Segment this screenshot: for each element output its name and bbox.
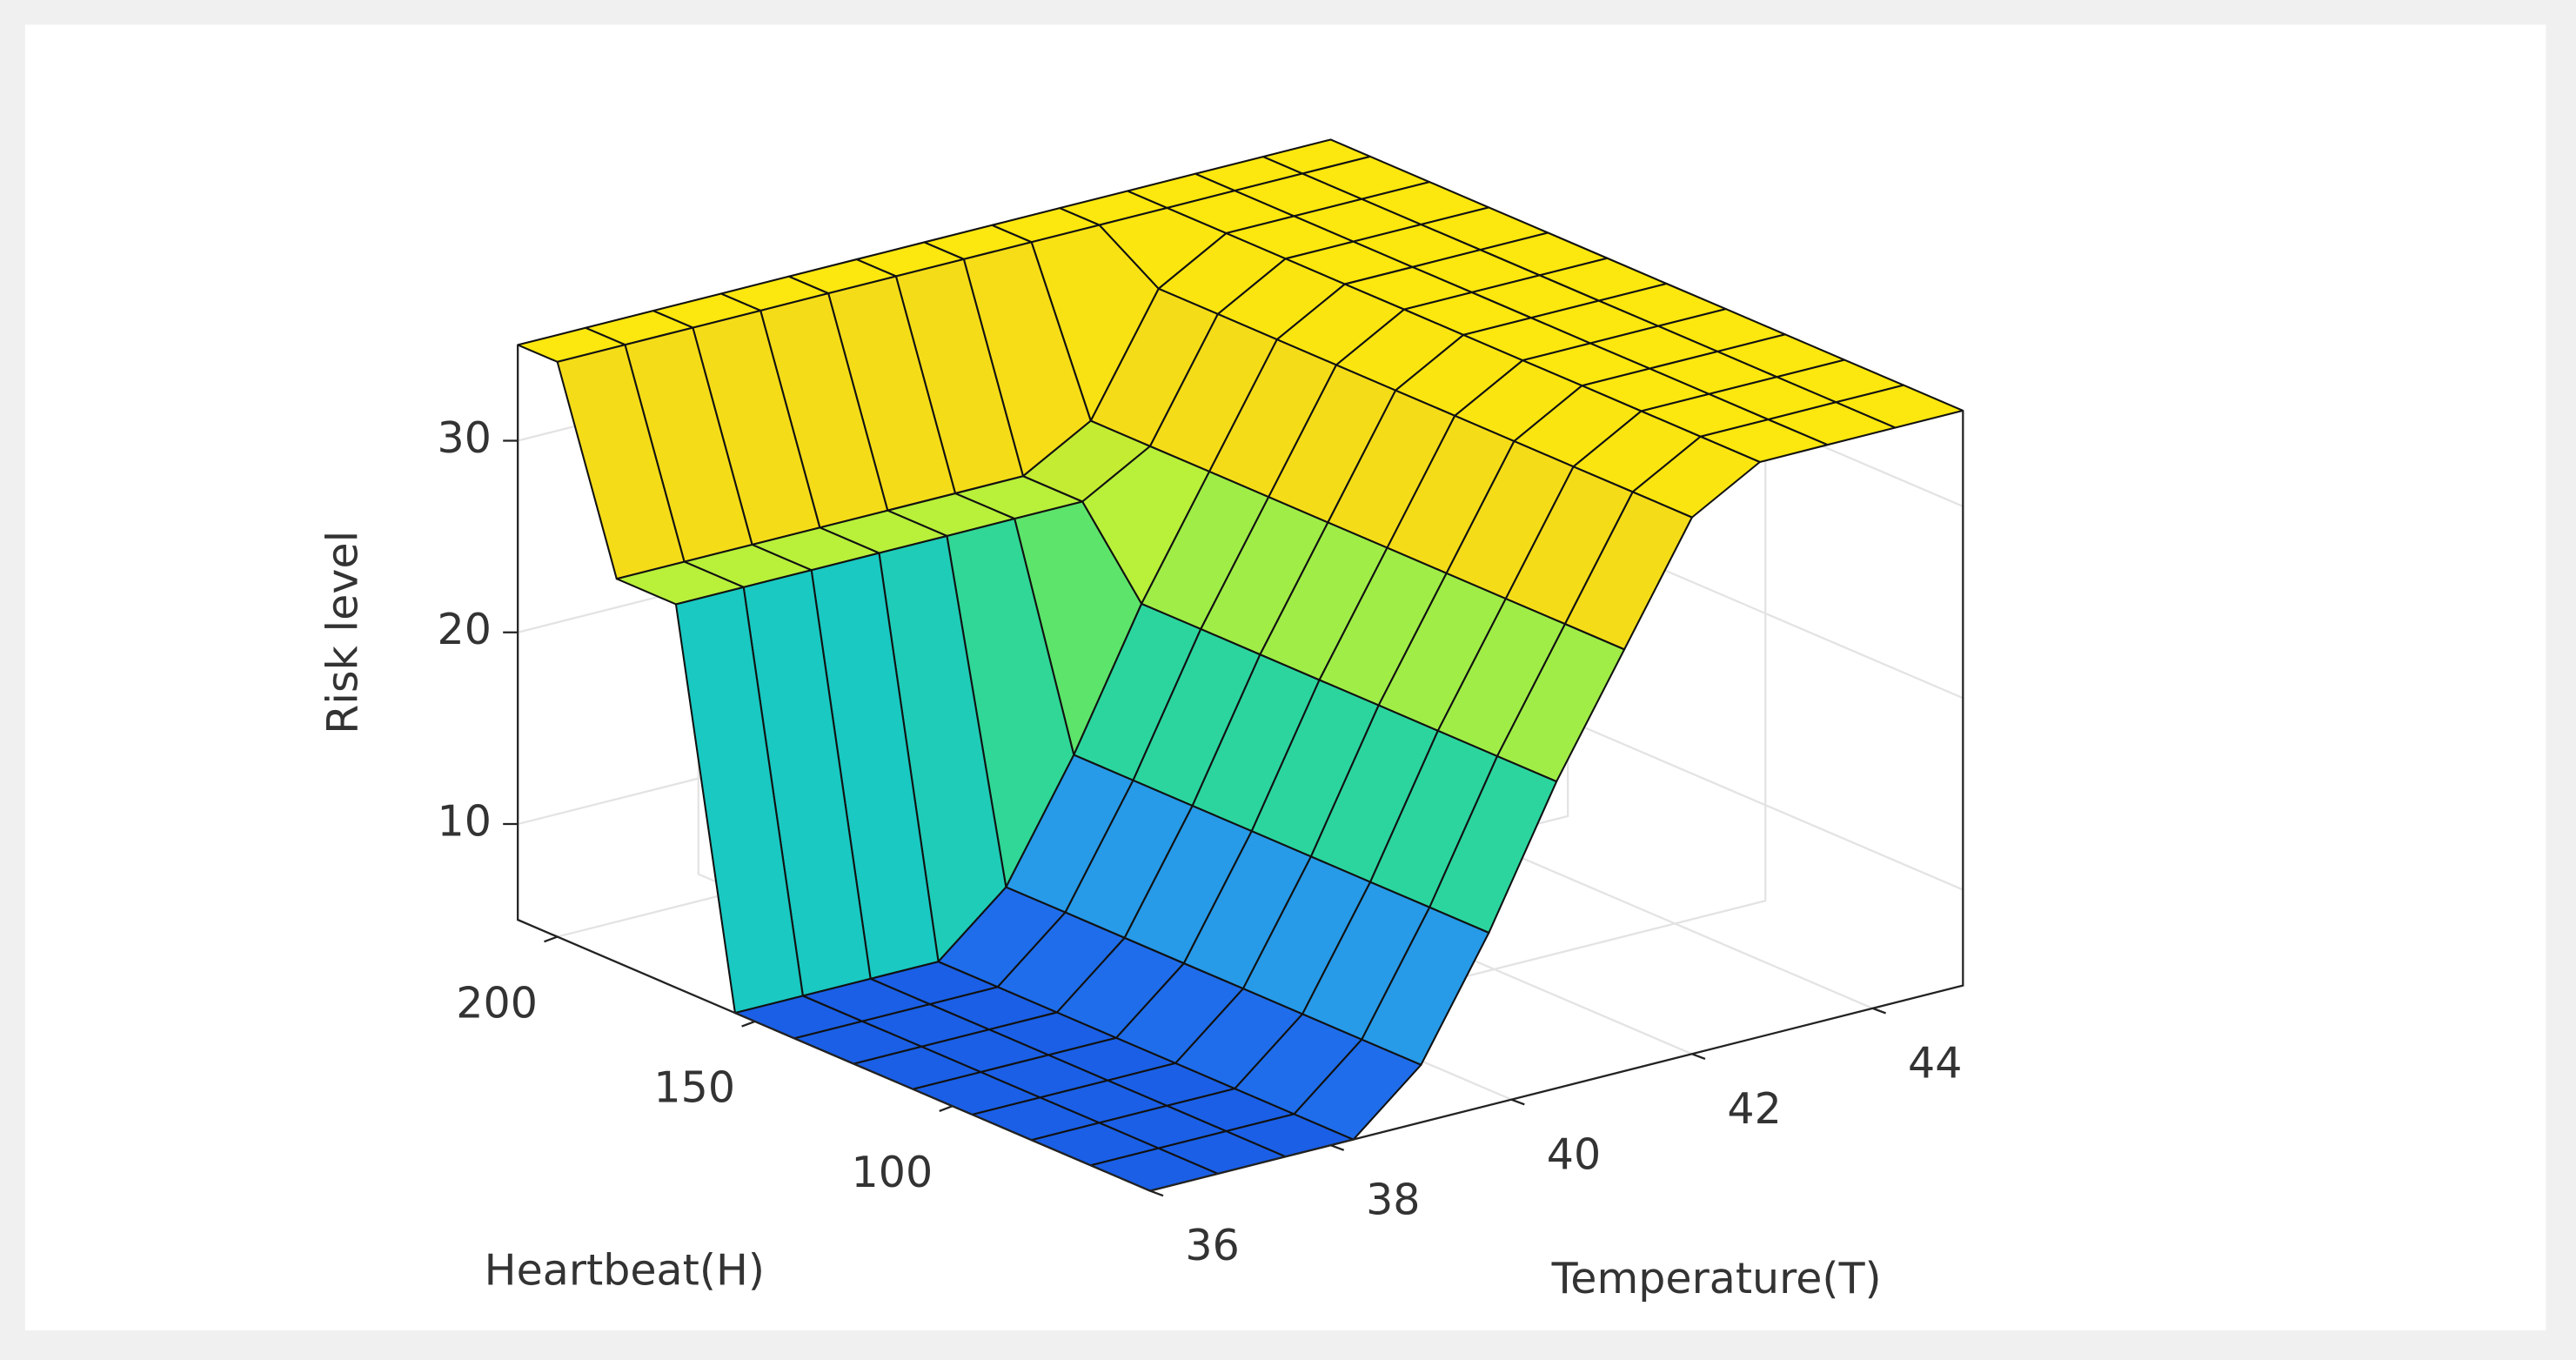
z-tick-label: 30: [438, 412, 492, 463]
x-tick-label: 40: [1547, 1129, 1601, 1179]
x-axis-label: Temperature(T): [1551, 1253, 1882, 1303]
y-tick: [544, 935, 558, 943]
x-tick: [1691, 1053, 1706, 1060]
y-tick: [741, 1020, 756, 1028]
z-tick-label: 10: [438, 795, 492, 846]
x-tick-label: 44: [1908, 1037, 1962, 1088]
z-axis-label: Risk level: [317, 531, 367, 734]
y-axis-label: Heartbeat(H): [485, 1244, 765, 1295]
x-tick: [1149, 1189, 1164, 1197]
x-tick-label: 38: [1366, 1175, 1420, 1225]
y-tick-label: 100: [852, 1147, 933, 1197]
x-tick-label: 36: [1185, 1220, 1239, 1270]
x-tick: [1330, 1144, 1345, 1151]
x-tick-label: 42: [1727, 1083, 1781, 1134]
axes: 36 38 40 42 44 100 150 200 10 20 30: [438, 345, 1964, 1270]
y-tick-label: 150: [653, 1062, 735, 1113]
y-tick-label: 200: [456, 977, 538, 1028]
x-tick: [1872, 1007, 1887, 1015]
x-tick: [1510, 1098, 1525, 1106]
z-tick-label: 20: [438, 604, 492, 654]
y-tick: [939, 1105, 953, 1112]
